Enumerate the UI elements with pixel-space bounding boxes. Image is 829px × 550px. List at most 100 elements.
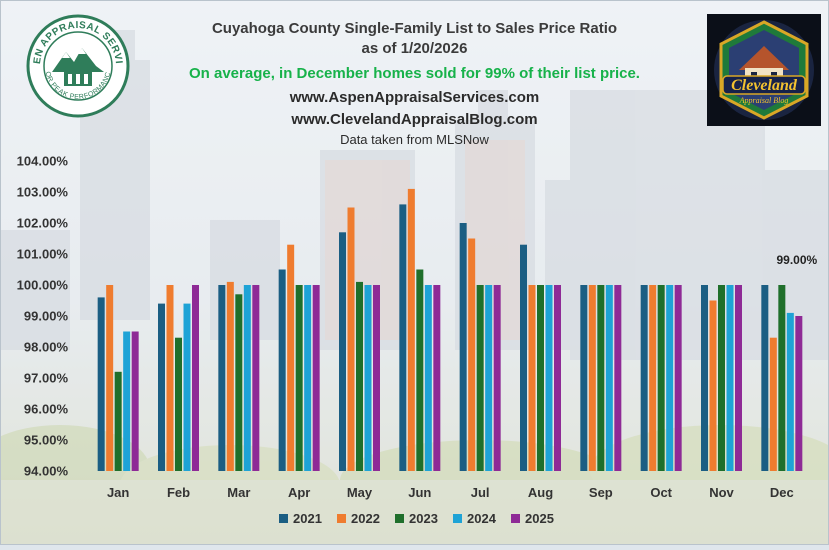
bar-may-2023 — [356, 281, 363, 471]
x-tick-label: Jul — [471, 485, 490, 500]
svg-text:Appraisal Blog: Appraisal Blog — [739, 96, 789, 105]
cleveland-appraisal-blog-logo: Cleveland Appraisal Blog — [707, 14, 821, 126]
bar-apr-2021 — [278, 269, 286, 471]
x-tick-label: Mar — [227, 485, 250, 500]
bar-jan-2021 — [97, 297, 105, 471]
bar-apr-2024 — [304, 285, 312, 471]
bar-aug-2022 — [528, 285, 536, 471]
x-tick-label: Sep — [589, 485, 613, 500]
bar-oct-2023 — [657, 285, 665, 471]
y-tick-label: 99.00% — [24, 309, 69, 324]
bar-dec-2023 — [778, 285, 786, 471]
bar-nov-2023 — [718, 285, 725, 471]
bar-jan-2022 — [106, 285, 114, 471]
summary-note: On average, in December homes sold for 9… — [189, 65, 640, 82]
bar-dec-2024 — [786, 312, 794, 471]
x-tick-label: Oct — [650, 485, 672, 500]
bar-sep-2023 — [597, 285, 605, 471]
bar-oct-2021 — [640, 285, 648, 471]
bar-aug-2025 — [554, 285, 561, 471]
website-aspen: www.AspenAppraisalServices.com — [289, 89, 540, 106]
bar-apr-2023 — [295, 285, 303, 471]
y-tick-label: 94.00% — [24, 464, 69, 479]
bar-feb-2024 — [183, 303, 191, 471]
bar-jun-2021 — [399, 204, 407, 471]
bar-mar-2025 — [252, 285, 260, 471]
bar-dec-2022 — [769, 337, 777, 471]
y-tick-label: 104.00% — [17, 154, 69, 169]
bar-aug-2024 — [545, 285, 553, 471]
bar-apr-2025 — [312, 285, 320, 471]
bar-nov-2022 — [709, 300, 717, 471]
legend-swatch-2023 — [395, 514, 404, 523]
bar-mar-2022 — [226, 281, 234, 471]
chart-subtitle: as of 1/20/2026 — [361, 40, 468, 57]
x-tick-label: Nov — [709, 485, 734, 500]
legend-label-2025: 2025 — [525, 511, 554, 526]
bar-jan-2023 — [114, 371, 122, 471]
bar-jul-2021 — [459, 223, 467, 471]
bar-dec-2021 — [761, 285, 769, 471]
x-tick-label: Dec — [770, 485, 794, 500]
bar-jun-2024 — [424, 285, 432, 471]
legend-label-2024: 2024 — [467, 511, 497, 526]
bar-sep-2021 — [580, 285, 588, 471]
bar-jun-2023 — [416, 269, 424, 471]
aspen-appraisal-logo: ASPEN APPRAISAL SERVICES FOR PEAK PERFOR… — [26, 14, 130, 118]
legend-label-2023: 2023 — [409, 511, 438, 526]
chart-title: Cuyahoga County Single-Family List to Sa… — [211, 20, 618, 37]
bar-feb-2021 — [158, 303, 165, 471]
bar-may-2021 — [339, 232, 346, 471]
y-tick-label: 98.00% — [24, 340, 69, 355]
y-tick-label: 100.00% — [17, 278, 69, 293]
bar-sep-2025 — [614, 285, 622, 471]
bar-oct-2022 — [649, 285, 657, 471]
bar-oct-2024 — [666, 285, 674, 471]
bar-feb-2022 — [166, 285, 174, 471]
y-tick-label: 95.00% — [24, 433, 69, 448]
data-source: Data taken from MLSNow — [340, 132, 489, 147]
legend-swatch-2025 — [511, 514, 520, 523]
bar-mar-2021 — [218, 285, 226, 471]
bar-aug-2021 — [520, 244, 527, 471]
legend-swatch-2024 — [453, 514, 462, 523]
y-tick-label: 97.00% — [24, 371, 69, 386]
bar-jul-2023 — [476, 285, 484, 471]
data-label-dec-2025: 99.00% — [776, 253, 817, 267]
x-tick-label: Apr — [288, 485, 310, 500]
bar-dec-2025 — [795, 316, 803, 471]
legend-label-2022: 2022 — [351, 511, 380, 526]
bar-may-2024 — [364, 285, 372, 471]
y-tick-label: 96.00% — [24, 402, 69, 417]
x-tick-label: Jan — [107, 485, 129, 500]
bar-feb-2025 — [192, 285, 199, 471]
bar-mar-2024 — [243, 285, 251, 471]
bar-feb-2023 — [175, 337, 182, 471]
legend-swatch-2022 — [337, 514, 346, 523]
bar-apr-2022 — [287, 244, 295, 471]
bar-may-2022 — [347, 207, 355, 471]
x-tick-label: May — [347, 485, 373, 500]
x-tick-label: Aug — [528, 485, 553, 500]
bar-may-2025 — [373, 285, 380, 471]
bar-jun-2025 — [433, 285, 441, 471]
y-tick-label: 101.00% — [17, 247, 69, 262]
bar-mar-2023 — [235, 294, 243, 471]
bar-nov-2025 — [735, 285, 742, 471]
y-tick-label: 102.00% — [17, 216, 69, 231]
bar-sep-2022 — [588, 285, 596, 471]
website-cleveland-blog: www.ClevelandAppraisalBlog.com — [291, 111, 538, 128]
legend-swatch-2021 — [279, 514, 288, 523]
bar-nov-2021 — [701, 285, 708, 471]
bar-jul-2025 — [493, 285, 501, 471]
bar-jan-2024 — [123, 331, 131, 471]
bar-jan-2025 — [131, 331, 139, 471]
x-tick-label: Jun — [408, 485, 431, 500]
bar-nov-2024 — [726, 285, 734, 471]
bar-jul-2024 — [485, 285, 493, 471]
bar-jun-2022 — [407, 188, 415, 471]
x-tick-label: Feb — [167, 485, 190, 500]
bar-aug-2023 — [537, 285, 544, 471]
legend-label-2021: 2021 — [293, 511, 322, 526]
